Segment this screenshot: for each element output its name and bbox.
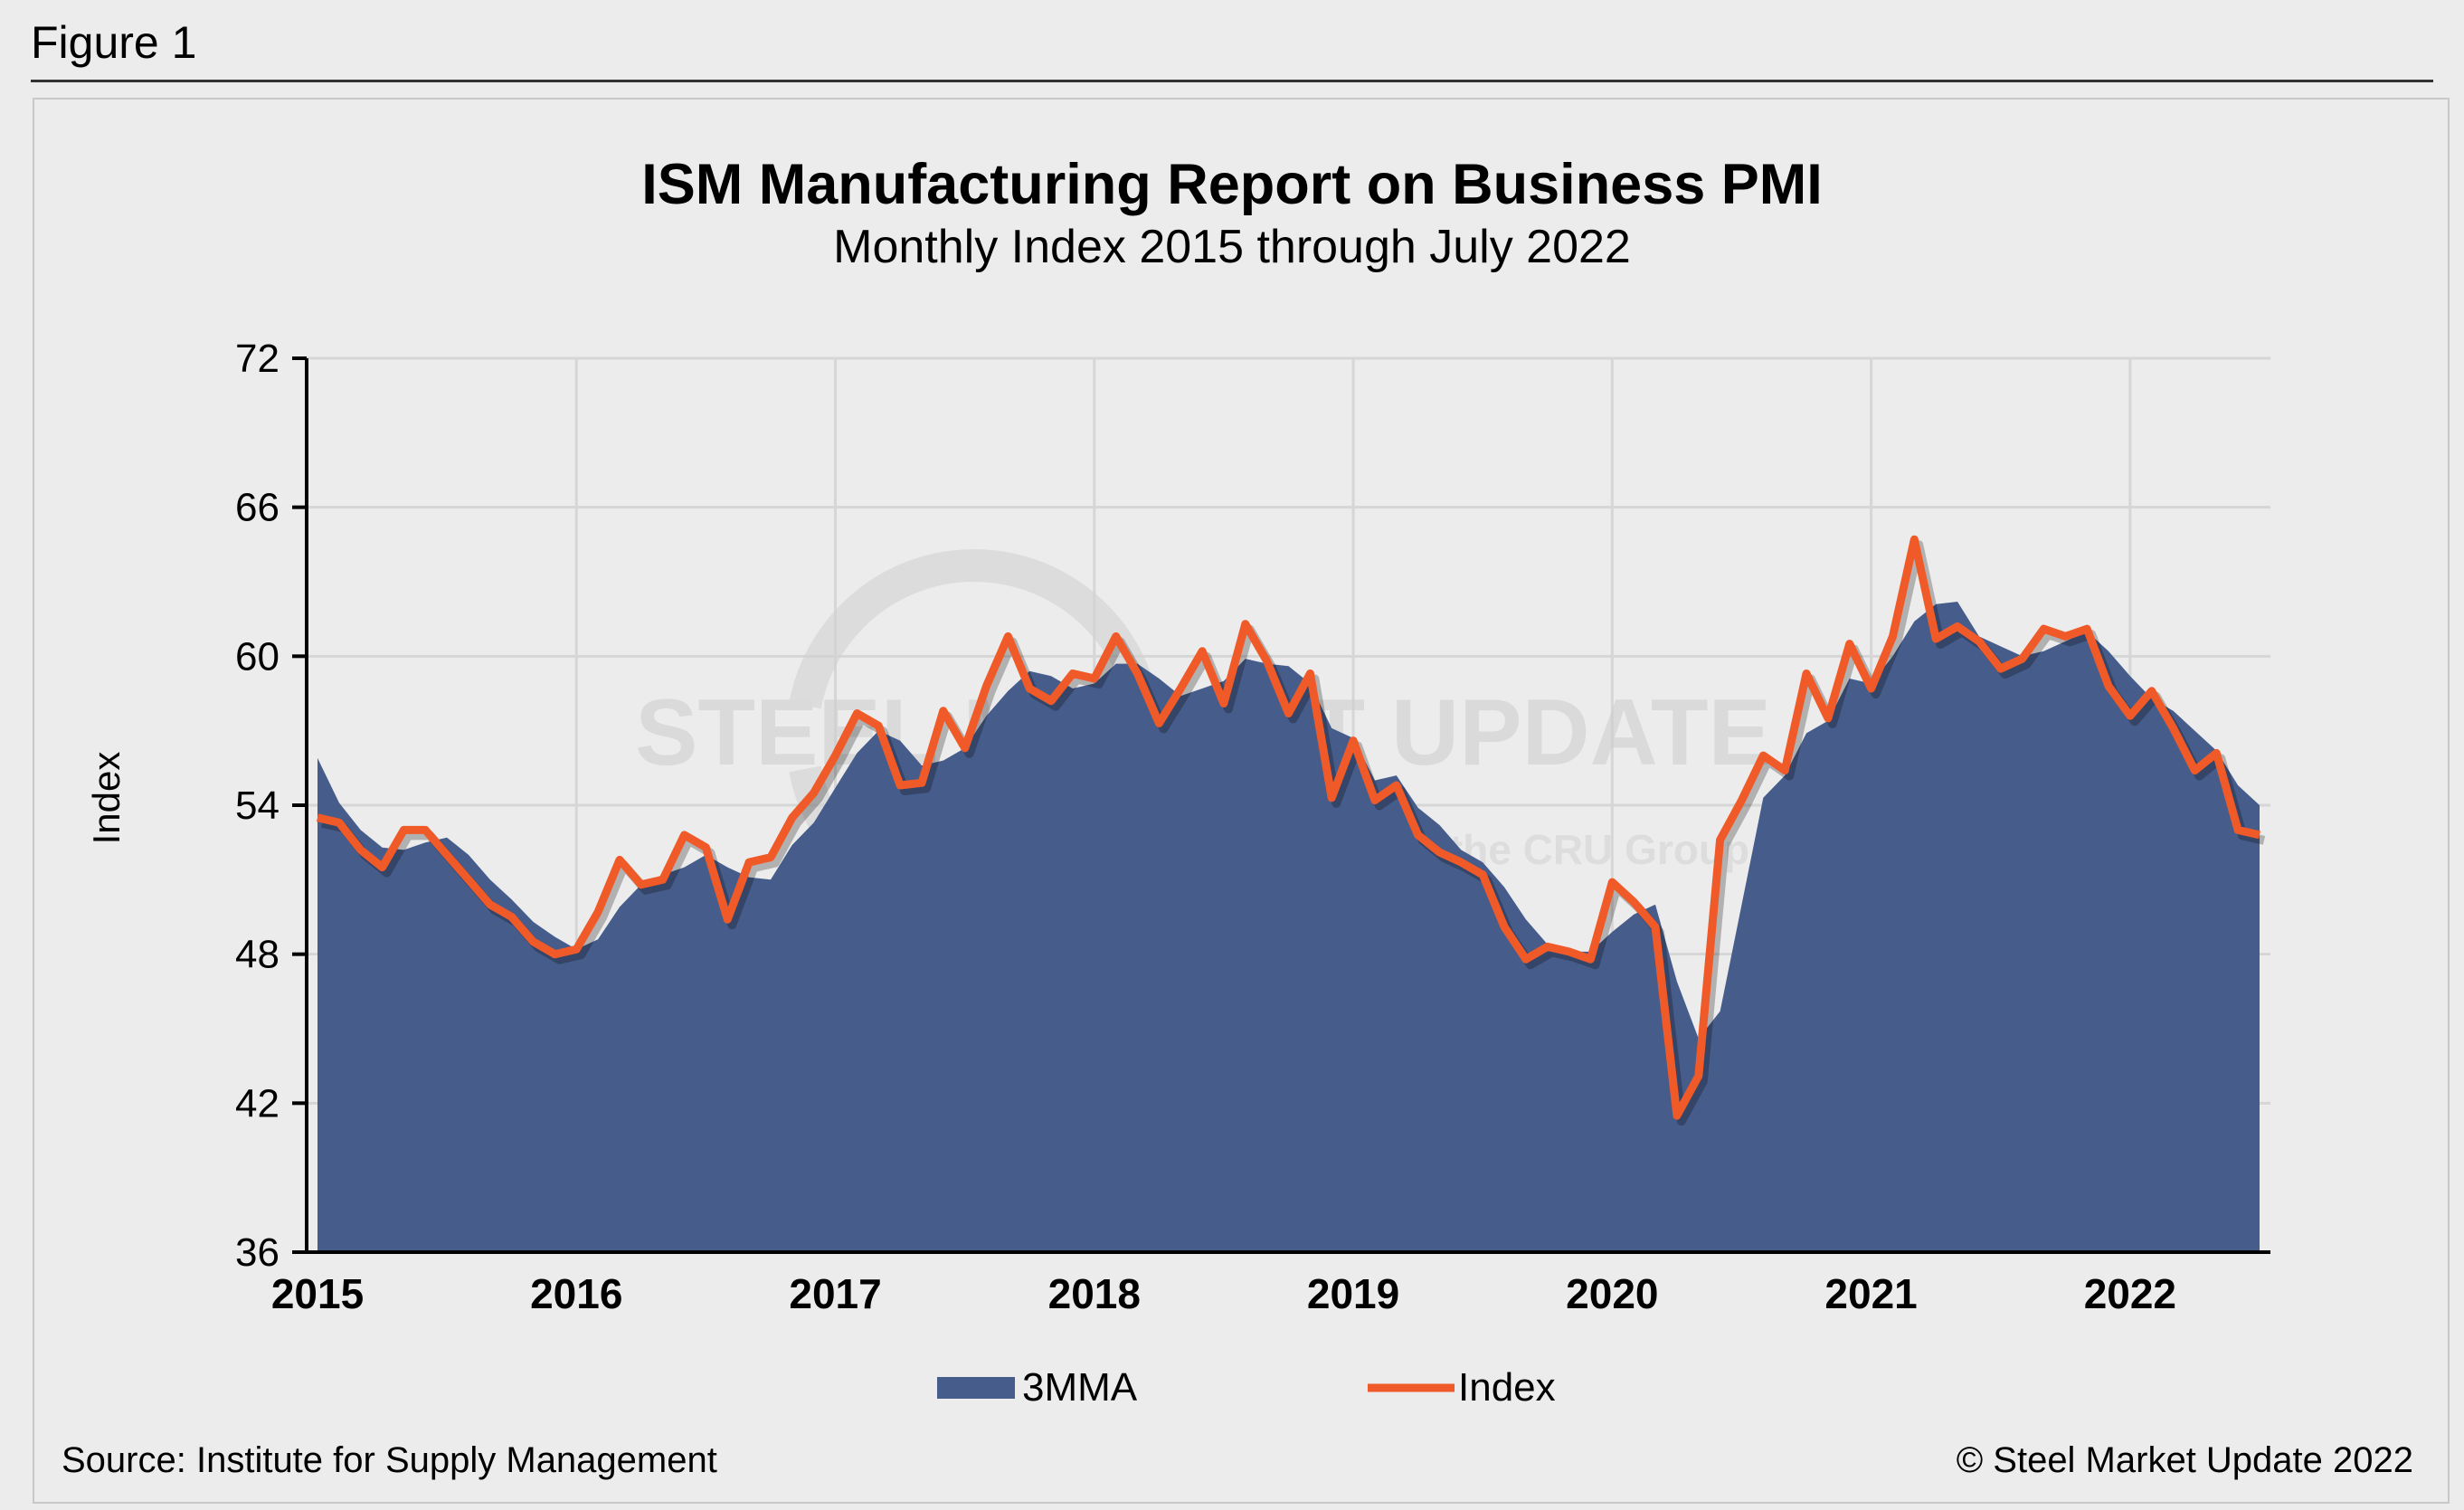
y-tick-label: 54: [235, 783, 280, 828]
y-tick-label: 72: [235, 337, 280, 381]
legend-label-index: Index: [1458, 1365, 1556, 1410]
chart-title: ISM Manufacturing Report on Business PMI: [641, 153, 1823, 216]
source-note: Source: Institute for Supply Management: [62, 1440, 717, 1480]
x-tick-label: 2020: [1566, 1270, 1658, 1317]
x-tick-label: 2015: [271, 1270, 364, 1317]
x-tick-label: 2018: [1048, 1270, 1141, 1317]
legend-swatch-3mma: [937, 1377, 1015, 1399]
index-line-shadow: [320, 540, 2266, 1126]
index-line: [316, 535, 2261, 1120]
copyright-note: © Steel Market Update 2022: [1956, 1440, 2413, 1480]
y-tick-label: 48: [235, 933, 280, 977]
y-tick-label: 36: [235, 1230, 280, 1275]
x-tick-label: 2017: [789, 1270, 881, 1317]
y-tick-label: 60: [235, 634, 280, 679]
area-3mma: [317, 602, 2260, 1252]
figure-divider: [31, 80, 2433, 82]
x-tick-label: 2019: [1307, 1270, 1399, 1317]
y-tick-label: 42: [235, 1081, 280, 1125]
x-tick-label: 2022: [2084, 1270, 2176, 1317]
legend: 3MMA Index: [937, 1365, 1556, 1410]
y-tick-label: 66: [235, 486, 280, 530]
x-tick-label: 2016: [530, 1270, 622, 1317]
axes: [292, 356, 2270, 1254]
x-tick-label: 2021: [1824, 1270, 1917, 1317]
tick-labels: 36 42 48 54 60 66 72 2015 2016 2017 2018 2019 2020 20…: [235, 337, 2176, 1317]
series-3mma: [317, 602, 2260, 1252]
figure-label: Figure 1: [31, 17, 197, 68]
y-axis-label: Index: [85, 752, 128, 845]
legend-label-3mma: 3MMA: [1022, 1365, 1138, 1410]
series-index: [316, 535, 2266, 1126]
chart-subtitle: Monthly Index 2015 through July 2022: [833, 221, 1631, 273]
